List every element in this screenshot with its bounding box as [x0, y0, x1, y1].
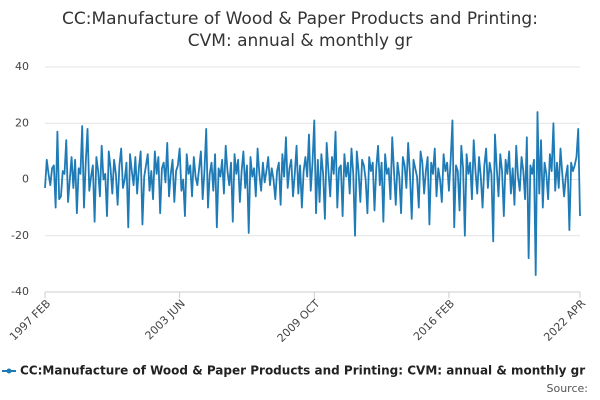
x-tick-label: 2009 OCT	[275, 297, 323, 345]
source: Source:	[547, 382, 589, 395]
x-tick-label: 1997 FEB	[7, 297, 53, 343]
y-tick-label: -40	[11, 285, 29, 298]
y-tick-label: 0	[22, 173, 29, 186]
y-tick-label: 40	[15, 60, 29, 73]
y-tick-label: -20	[11, 229, 29, 242]
legend-label: CC:Manufacture of Wood & Paper Products …	[20, 364, 585, 378]
x-tick-label: 2016 FEB	[411, 297, 457, 343]
y-tick-label: 20	[15, 116, 29, 129]
chart-title: CVM: annual & monthly gr	[188, 31, 412, 51]
x-tick-label: 2022 APR	[541, 297, 588, 344]
chart-title: CC:Manufacture of Wood & Paper Products …	[62, 9, 538, 29]
legend-marker	[6, 368, 12, 374]
data-line	[44, 111, 581, 277]
x-tick-label: 2003 JUN	[143, 297, 188, 342]
